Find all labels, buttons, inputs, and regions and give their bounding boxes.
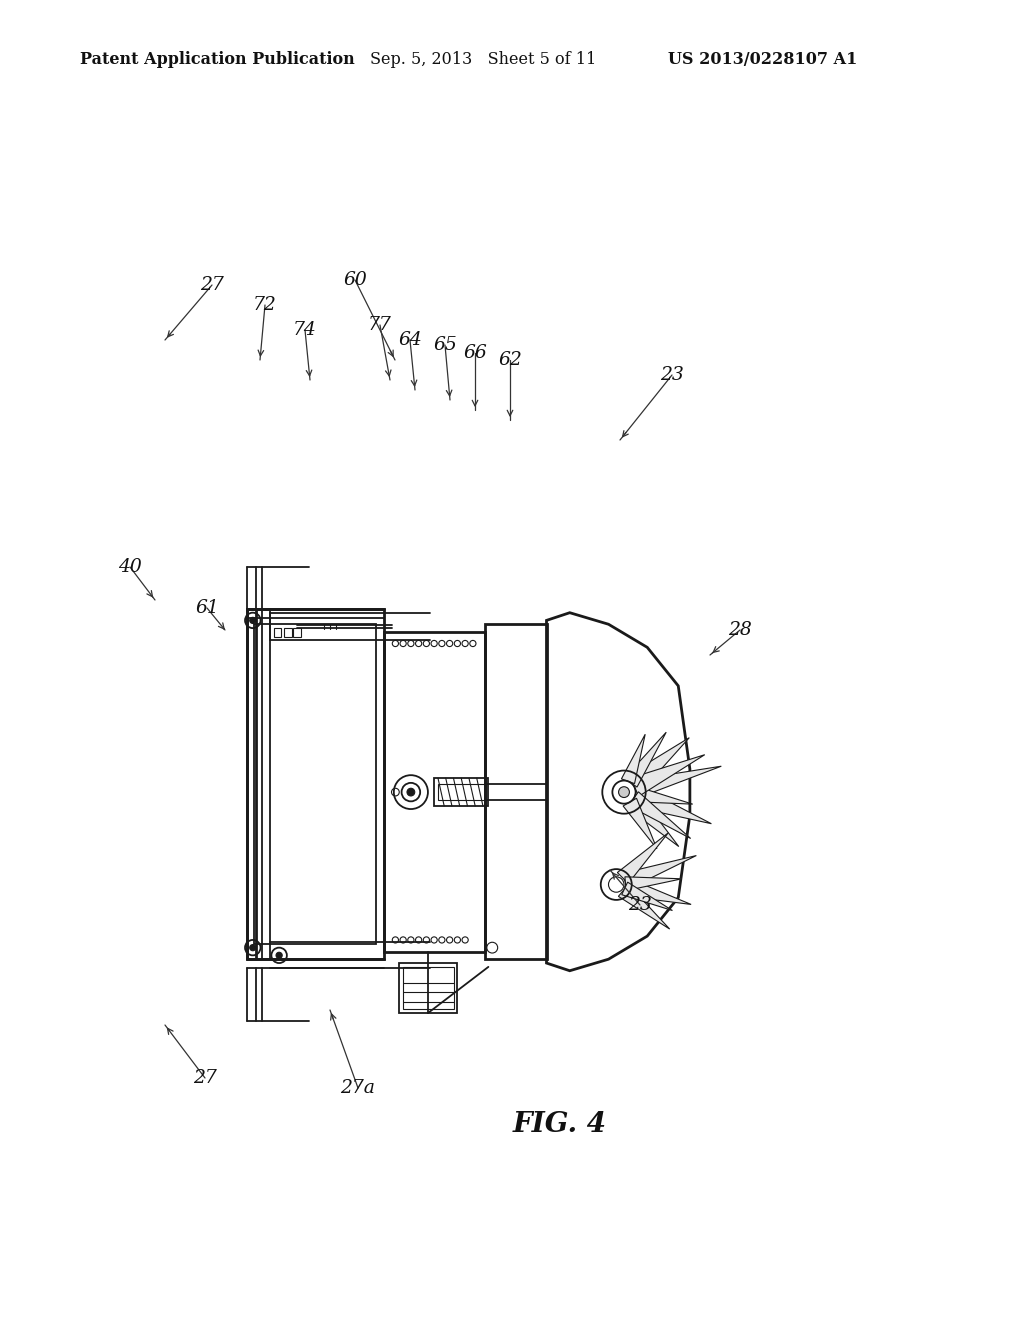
Polygon shape: [631, 755, 705, 796]
Polygon shape: [622, 855, 696, 890]
Polygon shape: [623, 878, 691, 904]
Polygon shape: [617, 833, 669, 883]
Bar: [399, 964, 458, 1014]
Bar: [434, 779, 488, 807]
Text: 27: 27: [194, 1069, 217, 1086]
Polygon shape: [625, 876, 682, 891]
Bar: [273, 628, 282, 638]
Text: 65: 65: [433, 337, 457, 354]
Text: US 2013/0228107 A1: US 2013/0228107 A1: [668, 51, 857, 69]
Bar: [254, 624, 376, 944]
Bar: [484, 624, 547, 960]
Circle shape: [276, 952, 283, 958]
Polygon shape: [622, 882, 673, 911]
Polygon shape: [626, 738, 689, 793]
Circle shape: [407, 788, 415, 796]
Text: 60: 60: [343, 271, 367, 289]
Circle shape: [250, 618, 256, 623]
Polygon shape: [634, 787, 692, 804]
Text: 74: 74: [293, 321, 316, 339]
Polygon shape: [626, 793, 679, 846]
Circle shape: [250, 945, 256, 950]
Text: 23: 23: [660, 366, 684, 384]
Bar: [247, 609, 384, 960]
Text: 27a: 27a: [341, 1078, 376, 1097]
Text: Sep. 5, 2013   Sheet 5 of 11: Sep. 5, 2013 Sheet 5 of 11: [370, 51, 596, 69]
Bar: [284, 628, 292, 638]
Text: FIG. 4: FIG. 4: [513, 1111, 607, 1138]
Text: 64: 64: [398, 331, 422, 348]
Polygon shape: [629, 792, 690, 838]
Text: 40: 40: [118, 558, 142, 576]
Text: 66: 66: [463, 345, 486, 362]
Polygon shape: [618, 884, 670, 929]
Polygon shape: [622, 734, 645, 784]
Bar: [384, 632, 484, 952]
Bar: [403, 966, 454, 1010]
Text: 28: 28: [728, 620, 752, 639]
Circle shape: [618, 787, 630, 797]
Bar: [293, 628, 301, 638]
Polygon shape: [623, 799, 657, 849]
Polygon shape: [625, 733, 667, 787]
Text: 77: 77: [368, 315, 392, 334]
Text: 72: 72: [253, 296, 276, 314]
Text: 27: 27: [200, 276, 224, 294]
Text: 23: 23: [628, 896, 652, 913]
Polygon shape: [631, 785, 712, 824]
Text: 62: 62: [498, 351, 522, 370]
Bar: [438, 784, 484, 800]
Polygon shape: [633, 766, 721, 799]
Text: 61: 61: [196, 599, 219, 616]
Text: Patent Application Publication: Patent Application Publication: [80, 51, 354, 69]
